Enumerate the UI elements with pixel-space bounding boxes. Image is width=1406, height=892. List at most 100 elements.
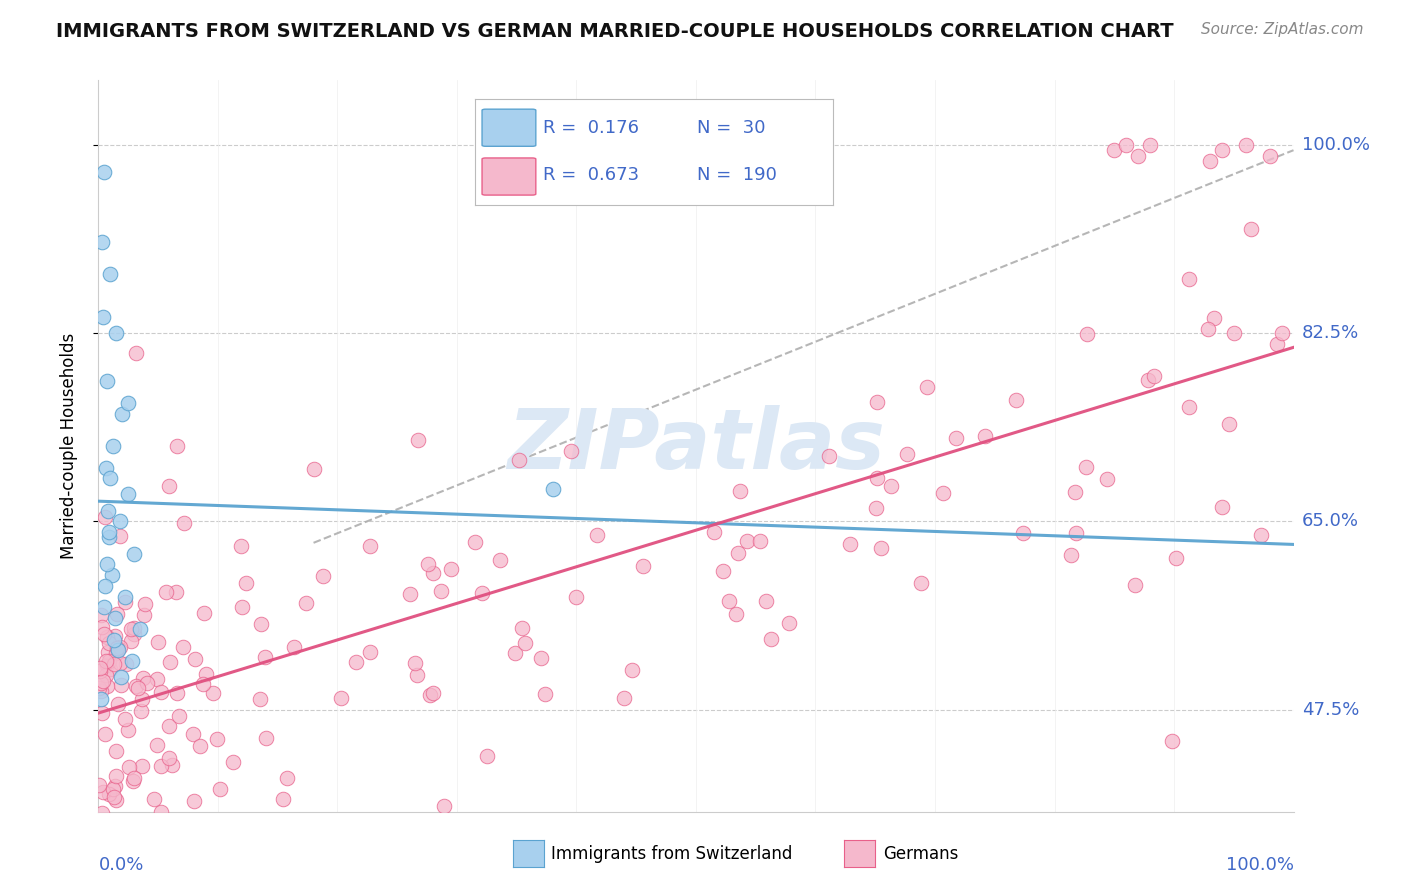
Point — [97, 503, 120, 517]
Point — [91, 837, 114, 851]
Point — [1164, 550, 1187, 565]
Point — [344, 655, 367, 669]
Point — [132, 671, 155, 685]
Point — [422, 685, 444, 699]
Point — [866, 471, 889, 485]
Point — [1211, 143, 1233, 157]
Point — [1197, 322, 1219, 336]
Point — [221, 755, 243, 769]
Point — [97, 814, 120, 829]
Point — [125, 679, 148, 693]
Point — [122, 621, 145, 635]
Point — [249, 617, 271, 632]
Point — [155, 584, 177, 599]
Point — [330, 691, 353, 706]
Point — [1095, 472, 1118, 486]
Point — [419, 688, 441, 702]
Point — [945, 431, 967, 445]
Point — [87, 779, 110, 793]
Text: 0.0%: 0.0% — [98, 855, 143, 873]
Point — [1059, 548, 1081, 562]
Point — [183, 727, 205, 741]
Point — [1064, 484, 1087, 499]
Point — [193, 606, 215, 620]
Point — [1136, 373, 1159, 387]
Point — [131, 704, 153, 718]
Point — [254, 731, 277, 745]
Point — [93, 727, 115, 741]
Point — [1218, 417, 1240, 431]
Point — [94, 579, 117, 593]
Point — [110, 670, 132, 684]
Point — [613, 690, 636, 705]
Point — [93, 510, 115, 524]
Point — [1271, 326, 1294, 340]
Point — [108, 514, 131, 528]
Point — [117, 487, 139, 501]
Point — [157, 478, 180, 492]
Point — [103, 789, 125, 804]
Point — [93, 627, 115, 641]
Point — [464, 535, 486, 549]
Point — [276, 772, 298, 786]
Point — [96, 658, 118, 673]
Point — [735, 534, 758, 549]
Point — [97, 654, 120, 668]
Point — [1125, 578, 1147, 592]
Point — [475, 748, 498, 763]
Point — [235, 576, 257, 591]
Point — [98, 530, 121, 544]
Text: Immigrants from Switzerland: Immigrants from Switzerland — [551, 845, 793, 863]
Point — [406, 668, 429, 682]
Point — [621, 663, 644, 677]
Point — [98, 662, 121, 676]
Point — [108, 656, 131, 670]
Point — [89, 661, 111, 675]
Point — [748, 534, 770, 549]
Point — [160, 758, 183, 772]
Point — [89, 664, 111, 678]
Point — [117, 396, 139, 410]
Point — [90, 805, 112, 820]
Text: 82.5%: 82.5% — [1302, 324, 1360, 342]
Point — [271, 792, 294, 806]
Point — [717, 594, 740, 608]
Point — [1202, 311, 1225, 326]
Point — [105, 640, 128, 655]
Point — [105, 769, 128, 783]
Point — [157, 750, 180, 764]
Point — [818, 450, 841, 464]
Point — [118, 760, 141, 774]
Point — [541, 482, 564, 496]
Point — [869, 541, 891, 556]
Point — [134, 597, 156, 611]
Point — [117, 723, 139, 737]
Point — [1104, 143, 1126, 157]
Point — [1199, 153, 1222, 168]
Point — [1258, 148, 1281, 162]
Point — [105, 744, 128, 758]
Point — [1234, 137, 1257, 152]
Point — [89, 681, 111, 695]
Point — [94, 654, 117, 668]
Point — [231, 600, 253, 615]
Point — [205, 731, 228, 746]
Point — [229, 539, 252, 553]
Point — [1240, 222, 1263, 236]
Point — [165, 584, 187, 599]
Point — [254, 650, 277, 665]
Point — [195, 666, 218, 681]
Point — [91, 620, 114, 634]
Point — [167, 709, 190, 723]
Point — [104, 629, 127, 643]
Point — [114, 712, 136, 726]
Text: 100.0%: 100.0% — [1226, 855, 1294, 873]
Point — [1074, 460, 1097, 475]
Point — [157, 719, 180, 733]
Point — [100, 568, 122, 582]
Point — [166, 439, 188, 453]
Point — [131, 691, 153, 706]
Point — [96, 630, 118, 644]
Point — [111, 407, 134, 421]
Point — [114, 595, 136, 609]
